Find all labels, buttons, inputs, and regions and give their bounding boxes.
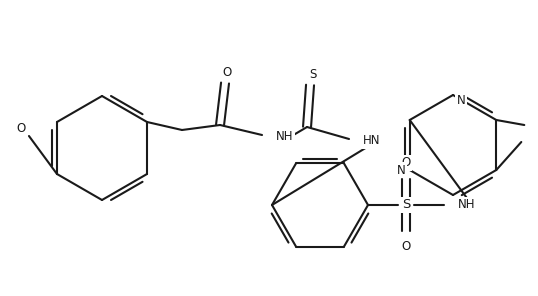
Text: S: S — [309, 68, 317, 81]
Text: NH: NH — [276, 131, 294, 144]
Text: N: N — [457, 94, 465, 107]
Text: O: O — [401, 157, 410, 170]
Text: NH: NH — [458, 199, 476, 212]
Text: O: O — [16, 121, 26, 134]
Text: O: O — [401, 240, 410, 253]
Text: O: O — [222, 67, 232, 80]
Text: S: S — [402, 199, 410, 212]
Text: HN: HN — [363, 134, 380, 147]
Text: N: N — [398, 163, 406, 176]
